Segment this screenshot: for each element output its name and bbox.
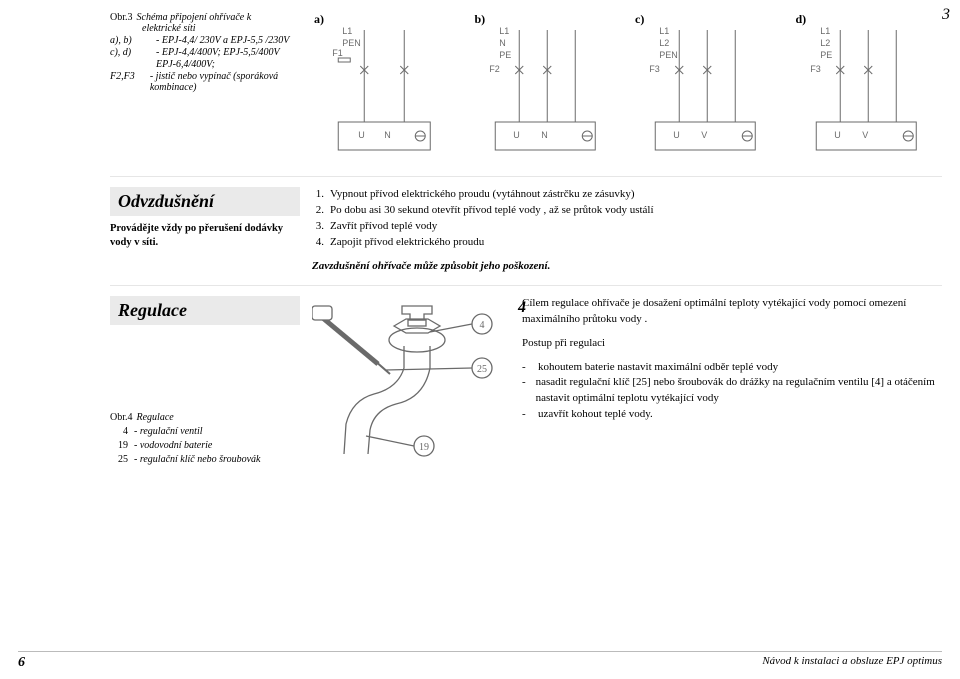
- schematic-d: d) L1 L2 PE F3 U V: [790, 12, 943, 162]
- svg-text:PE: PE: [499, 50, 511, 60]
- footer: 6 Návod k instalaci a obsluze EPJ optimu…: [18, 651, 942, 671]
- schematic-b: b) L1 N PE F2 U N: [469, 12, 622, 162]
- schematic-a-svg: L1 PEN F1 U N: [308, 12, 461, 162]
- odv-note: Zavzdušnění ohřívače může způsobit jeho …: [312, 259, 942, 275]
- obr3-fv: - jistič nebo vypínač (sporáková kombina…: [150, 71, 300, 93]
- svg-text:N: N: [499, 38, 506, 48]
- top-band: Obr.3 Schéma připojení ohřívače k elektr…: [110, 12, 942, 162]
- obr3-title-line2: elektrické síti: [142, 23, 300, 34]
- obr3-cv: - EPJ-4,4/400V; EPJ-5,5/400V: [156, 47, 280, 58]
- reg-legend-2-d: - regulační klíč nebo šroubovák: [134, 453, 260, 467]
- svg-text:19: 19: [419, 442, 429, 453]
- odv-sub: Provádějte vždy po přerušení dodávky vod…: [110, 222, 300, 249]
- svg-text:L1: L1: [342, 26, 352, 36]
- reg-heading: Regulace: [110, 296, 300, 325]
- svg-text:PEN: PEN: [659, 50, 678, 60]
- obr3-num: Obr.3: [110, 12, 133, 23]
- schematic-c: c) L1 L2 PEN F3 U V: [629, 12, 782, 162]
- schematic-b-svg: L1 N PE F2 U N: [469, 12, 622, 162]
- obr3-ak: a), b): [110, 35, 150, 46]
- schematic-d-label: d): [796, 12, 807, 27]
- reg-legend-0-d: - regulační ventil: [134, 425, 203, 439]
- reg-bullet-1: nasadit regulační klíč [25] nebo šroubov…: [536, 375, 942, 407]
- reg-legend: Obr.4 Regulace 4 - regulační ventil 19 - vo…: [110, 411, 300, 467]
- svg-text:V: V: [862, 130, 868, 140]
- svg-text:L1: L1: [659, 26, 669, 36]
- svg-text:L2: L2: [659, 38, 669, 48]
- obr3-legend: Obr.3 Schéma připojení ohřívače k elektr…: [110, 12, 300, 162]
- odv-block: Odvzdušnění Provádějte vždy po přerušení…: [110, 176, 942, 275]
- schematic-a-label: a): [314, 12, 324, 27]
- reg-block: Regulace Obr.4 Regulace 4 - regulační vent…: [110, 285, 942, 467]
- svg-text:V: V: [701, 130, 707, 140]
- svg-text:N: N: [541, 130, 548, 140]
- reg-legend-num: Obr.4: [110, 411, 133, 425]
- schematic-d-svg: L1 L2 PE F3 U V: [790, 12, 943, 162]
- odv-step-3: Zavřít přívod teplé vody: [330, 219, 437, 235]
- reg-legend-1-d: - vodovodní baterie: [134, 439, 212, 453]
- schematic-a: a) L1 PEN F1 U N: [308, 12, 461, 162]
- odv-steps: 1.Vypnout přívod elektrického proudu (vy…: [312, 187, 942, 251]
- reg-legend-title: Regulace: [137, 411, 174, 425]
- svg-text:F1: F1: [332, 48, 343, 58]
- svg-text:U: U: [834, 130, 841, 140]
- page-number-top: 3: [942, 6, 950, 24]
- footer-title: Návod k instalaci a obsluze EPJ optimus: [762, 655, 942, 671]
- odv-heading: Odvzdušnění: [110, 187, 300, 216]
- svg-text:U: U: [513, 130, 520, 140]
- obr3-title-line1: Schéma připojení ohřívače k: [137, 12, 252, 23]
- svg-text:25: 25: [477, 364, 487, 375]
- obr3-ck: c), d): [110, 47, 150, 58]
- footer-page: 6: [18, 655, 25, 671]
- odv-step-4: Zapojit přívod elektrického proudu: [330, 235, 484, 251]
- svg-text:U: U: [673, 130, 680, 140]
- svg-text:F2: F2: [489, 64, 500, 74]
- reg-proc-head: Postup při regulaci: [522, 336, 942, 352]
- obr3-fk: F2,F3: [110, 71, 144, 93]
- svg-text:L1: L1: [499, 26, 509, 36]
- schematic-c-label: c): [635, 12, 644, 27]
- reg-legend-0-n: 4: [110, 425, 128, 439]
- reg-legend-1-n: 19: [110, 439, 128, 453]
- svg-text:F3: F3: [810, 64, 821, 74]
- obr3-av: - EPJ-4,4/ 230V a EPJ-5,5 /230V: [156, 35, 289, 46]
- schematics-row: a) L1 PEN F1 UN: [308, 12, 942, 162]
- reg-bullet-0: kohoutem baterie nastavit maximální odbě…: [538, 360, 778, 376]
- reg-bullet-2: uzavřít kohout teplé vody.: [538, 407, 653, 423]
- svg-text:L2: L2: [820, 38, 830, 48]
- odv-step-1: Vypnout přívod elektrického proudu (vytá…: [330, 187, 635, 203]
- schematic-b-label: b): [475, 12, 486, 27]
- reg-intro: Cílem regulace ohřívače je dosažení opti…: [522, 296, 942, 328]
- svg-text:PE: PE: [820, 50, 832, 60]
- obr3-bv: EPJ-6,4/400V;: [156, 59, 215, 70]
- reg-fig-num: 4: [518, 296, 526, 319]
- svg-text:PEN: PEN: [342, 38, 361, 48]
- svg-text:4: 4: [480, 320, 485, 331]
- svg-text:L1: L1: [820, 26, 830, 36]
- svg-text:F3: F3: [649, 64, 660, 74]
- odv-step-2: Po dobu asi 30 sekund otevřít přívod tep…: [330, 203, 654, 219]
- reg-figure: 4: [312, 296, 512, 461]
- schematic-c-svg: L1 L2 PEN F3 U V: [629, 12, 782, 162]
- svg-text:N: N: [384, 130, 391, 140]
- reg-legend-2-n: 25: [110, 453, 128, 467]
- svg-text:U: U: [358, 130, 365, 140]
